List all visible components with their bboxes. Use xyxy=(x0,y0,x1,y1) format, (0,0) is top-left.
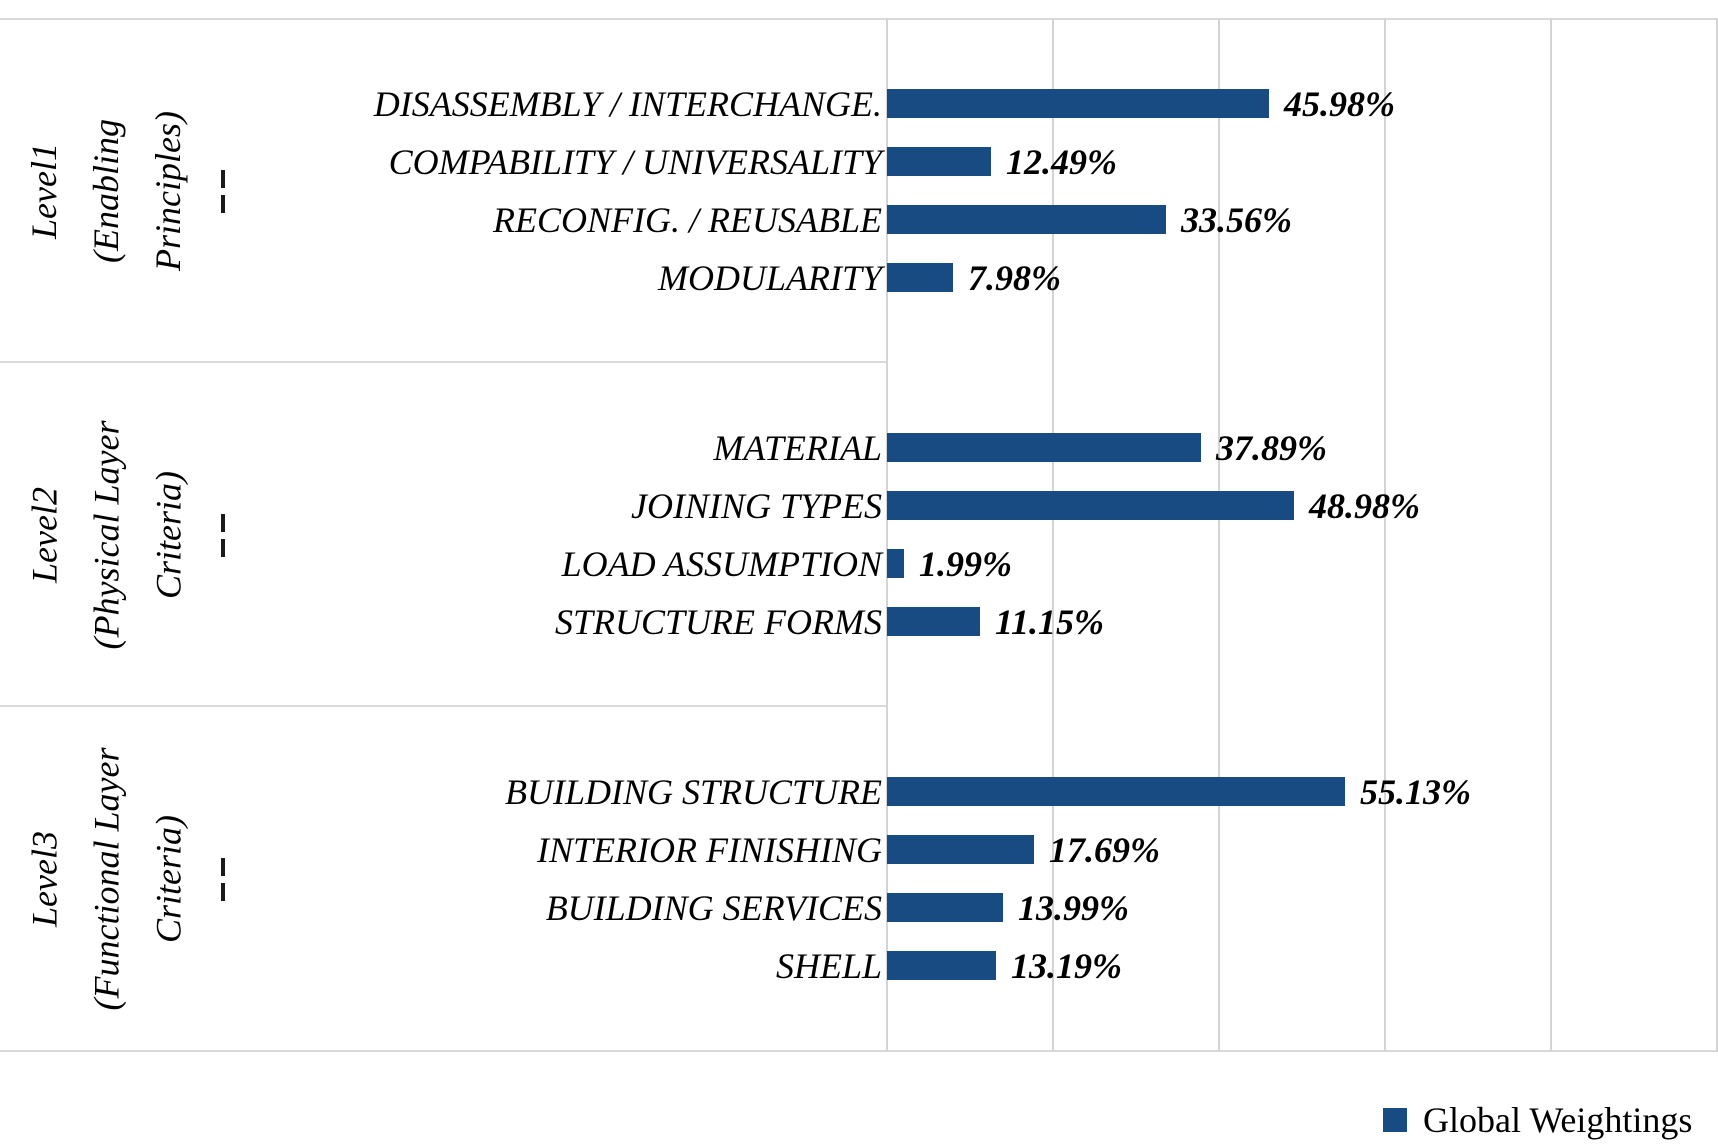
bar xyxy=(887,147,991,176)
group-label-line: Level3 xyxy=(24,831,65,927)
group-label-text: Level1 (Enabling Principles) xyxy=(13,111,199,271)
value-label: 7.98% xyxy=(968,258,1061,298)
legend-square-icon xyxy=(1383,1108,1407,1132)
value-label: 12.49% xyxy=(1006,142,1117,182)
group-axis-label-level1: Level1 (Enabling Principles) xyxy=(0,19,212,363)
category-label: MODULARITY xyxy=(657,258,882,298)
x-gridline xyxy=(886,18,888,1052)
plot-bottom-border xyxy=(0,1050,1718,1052)
tick-stroke xyxy=(221,539,225,557)
bar xyxy=(887,89,1269,118)
group-label-line: Level2 xyxy=(24,487,64,583)
category-label: BUILDING STRUCTURE xyxy=(504,772,882,812)
bar xyxy=(887,205,1166,234)
tick-stroke xyxy=(221,170,225,188)
category-label: LOAD ASSUMPTION xyxy=(561,544,882,584)
x-gridline xyxy=(1052,18,1054,1052)
category-label: JOINING TYPES xyxy=(631,486,882,526)
group-axis-label-level3: Level3 (Functional Layer Criteria) xyxy=(0,707,212,1051)
value-label: 13.99% xyxy=(1018,888,1129,928)
value-label: 48.98% xyxy=(1309,486,1420,526)
group-divider xyxy=(0,361,886,363)
group-label-line: (Physical Layer xyxy=(86,420,126,650)
value-label: 13.19% xyxy=(1011,946,1122,986)
x-gridline xyxy=(1384,18,1386,1052)
bar xyxy=(887,433,1201,462)
value-label: 11.15% xyxy=(995,602,1105,642)
tick-stroke xyxy=(221,514,225,532)
group-tick-mark xyxy=(221,170,225,213)
group-tick-mark xyxy=(221,514,225,557)
group-label-line: Criteria) xyxy=(148,471,188,600)
legend: Global Weightings xyxy=(1383,1100,1692,1140)
bar xyxy=(887,835,1034,864)
value-label: 33.56% xyxy=(1181,200,1292,240)
group-label-line: Level1 xyxy=(24,143,64,239)
bar xyxy=(887,263,953,292)
bar xyxy=(887,607,980,636)
group-label-text: Level3 (Functional Layer Criteria) xyxy=(13,748,199,1011)
group-label-line: (Enabling xyxy=(86,119,126,263)
value-label: 55.13% xyxy=(1360,772,1471,812)
bar xyxy=(887,951,996,980)
plot-top-border xyxy=(0,18,1718,20)
group-divider xyxy=(0,705,886,707)
group-axis-label-level2: Level2 (Physical Layer Criteria) xyxy=(0,363,212,707)
value-label: 17.69% xyxy=(1049,830,1160,870)
category-label: INTERIOR FINISHING xyxy=(537,830,882,870)
group-label-line: Criteria) xyxy=(148,814,189,944)
bar xyxy=(887,777,1345,806)
category-label: DISASSEMBLY / INTERCHANGE. xyxy=(373,84,882,124)
x-gridline xyxy=(1550,18,1552,1052)
bar xyxy=(887,491,1294,520)
category-label: COMPABILITY / UNIVERSALITY xyxy=(388,142,882,182)
bar xyxy=(887,549,904,578)
bar xyxy=(887,893,1003,922)
category-label: SHELL xyxy=(775,946,882,986)
category-label: STRUCTURE FORMS xyxy=(555,602,882,642)
tick-stroke xyxy=(221,883,225,901)
legend-label: Global Weightings xyxy=(1423,1100,1693,1140)
category-label: RECONFIG. / REUSABLE xyxy=(493,200,882,240)
value-label: 1.99% xyxy=(919,544,1012,584)
group-tick-mark xyxy=(221,858,225,901)
category-label: BUILDING SERVICES xyxy=(545,888,882,928)
group-label-line: (Functional Layer xyxy=(86,747,127,1011)
category-label: MATERIAL xyxy=(713,428,882,468)
tick-stroke xyxy=(221,858,225,876)
tick-stroke xyxy=(221,195,225,213)
value-label: 37.89% xyxy=(1216,428,1327,468)
x-gridline xyxy=(1218,18,1220,1052)
x-gridline xyxy=(1716,18,1718,1052)
group-label-text: Level2 (Physical Layer Criteria) xyxy=(13,421,199,650)
value-label: 45.98% xyxy=(1284,84,1395,124)
group-label-line: Principles) xyxy=(148,111,188,271)
